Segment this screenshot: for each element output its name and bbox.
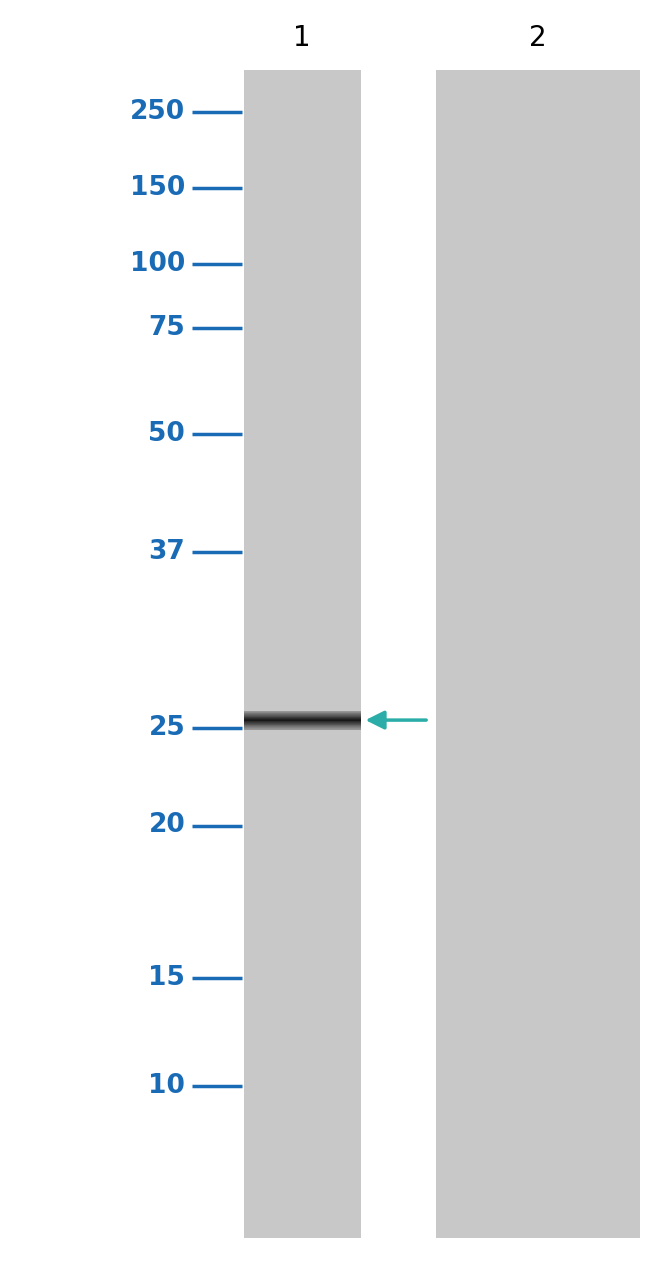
Text: 10: 10 bbox=[148, 1073, 185, 1099]
Text: 1: 1 bbox=[293, 24, 311, 52]
Text: 250: 250 bbox=[130, 99, 185, 124]
Text: 150: 150 bbox=[130, 175, 185, 201]
Text: 15: 15 bbox=[148, 965, 185, 991]
Text: 2: 2 bbox=[529, 24, 547, 52]
Bar bbox=[436, 70, 640, 1238]
Bar bbox=[244, 70, 361, 1238]
Text: 75: 75 bbox=[148, 315, 185, 340]
Text: 37: 37 bbox=[148, 540, 185, 565]
Text: 100: 100 bbox=[130, 251, 185, 277]
Text: 50: 50 bbox=[148, 422, 185, 447]
Text: 20: 20 bbox=[148, 813, 185, 838]
Text: 25: 25 bbox=[148, 715, 185, 740]
